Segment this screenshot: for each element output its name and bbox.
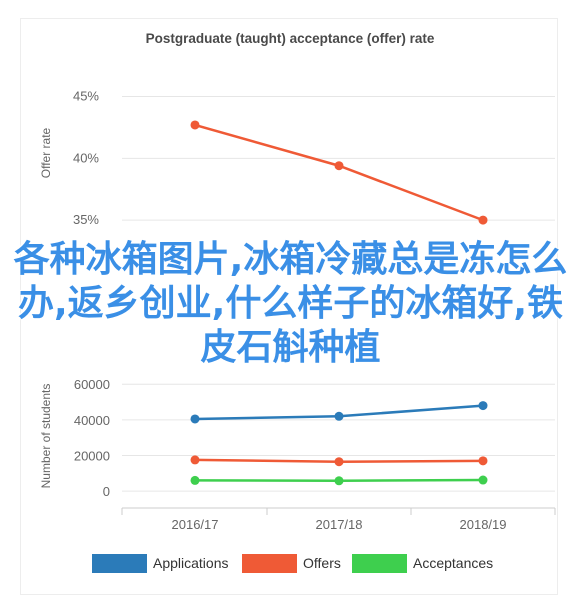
bottom-y-axis-label: Number of students bbox=[39, 384, 53, 489]
rate-series-line bbox=[194, 123, 484, 222]
bottom-y-tick-label: 60000 bbox=[74, 377, 110, 392]
chart-frame bbox=[20, 18, 558, 595]
rate-point bbox=[190, 120, 200, 130]
legend-swatch-acceptances bbox=[352, 553, 407, 573]
legend-item-applications[interactable]: Applications bbox=[92, 553, 229, 573]
legend-item-offers[interactable]: Offers bbox=[242, 553, 341, 573]
legend-label-applications: Applications bbox=[153, 555, 229, 571]
x-tick-label: 2017/18 bbox=[316, 517, 363, 532]
applications-point bbox=[190, 414, 200, 424]
offers-point bbox=[190, 455, 200, 465]
acceptances-point bbox=[478, 475, 488, 485]
bottom-y-tick-label: 0 bbox=[103, 484, 110, 499]
top-y-axis-label: Offer rate bbox=[39, 127, 53, 178]
top-y-tick-label: 40% bbox=[73, 150, 99, 165]
offers-point bbox=[334, 457, 344, 467]
rate-point bbox=[334, 161, 344, 171]
acceptances-point bbox=[190, 475, 200, 485]
legend: Applications Offers Acceptances bbox=[0, 553, 580, 573]
legend-label-acceptances: Acceptances bbox=[413, 555, 494, 571]
chart-title: Postgraduate (taught) acceptance (offer)… bbox=[145, 31, 435, 46]
x-tick-label: 2016/17 bbox=[172, 517, 219, 532]
top-y-tick-label: 35% bbox=[73, 212, 99, 227]
legend-swatch-applications bbox=[92, 553, 147, 573]
applications-point bbox=[334, 411, 344, 421]
legend-label-offers: Offers bbox=[303, 555, 341, 571]
bottom-y-tick-label: 40000 bbox=[74, 413, 110, 428]
applications-point bbox=[478, 401, 488, 411]
bottom-y-tick-label: 20000 bbox=[74, 448, 110, 463]
legend-item-acceptances[interactable]: Acceptances bbox=[352, 553, 493, 573]
top-y-tick-label: 45% bbox=[73, 89, 99, 104]
acceptances-point bbox=[334, 476, 344, 486]
rate-point bbox=[478, 215, 488, 225]
legend-swatch-offers bbox=[242, 553, 297, 573]
x-tick-label: 2018/19 bbox=[460, 517, 507, 532]
offers-point bbox=[478, 456, 488, 466]
